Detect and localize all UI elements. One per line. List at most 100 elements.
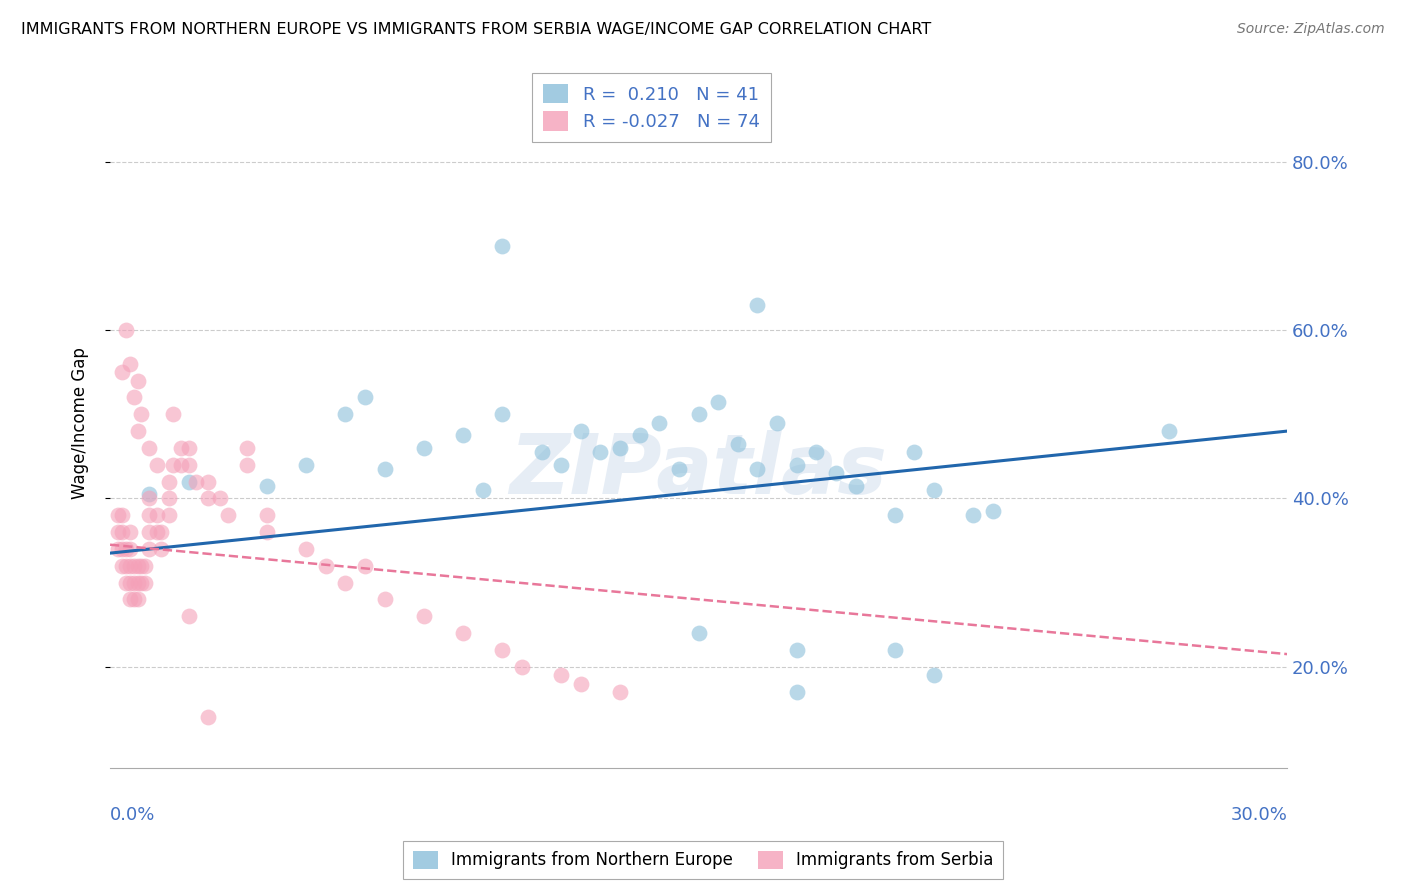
Point (186, 475, 208, 489)
Point (903, 445, 925, 459)
Point (131, 558, 153, 573)
Point (138, 441, 160, 455)
Point (589, 445, 612, 459)
Point (118, 558, 141, 573)
Point (111, 508, 134, 523)
Point (471, 483, 494, 497)
Point (844, 479, 866, 493)
Point (118, 541, 141, 556)
Point (138, 491, 160, 506)
Point (786, 643, 808, 657)
Point (122, 592, 145, 607)
Point (335, 407, 357, 421)
Point (131, 575, 153, 590)
Point (111, 558, 134, 573)
Legend: R =  0.210   N = 41, R = -0.027   N = 74: R = 0.210 N = 41, R = -0.027 N = 74 (533, 73, 770, 142)
Point (150, 541, 173, 556)
Point (256, 525, 278, 540)
Point (118, 592, 141, 607)
Text: IMMIGRANTS FROM NORTHERN EUROPE VS IMMIGRANTS FROM SERBIA WAGE/INCOME GAP CORREL: IMMIGRANTS FROM NORTHERN EUROPE VS IMMIG… (21, 22, 931, 37)
Point (688, 407, 710, 421)
Point (530, 445, 553, 459)
Point (107, 541, 129, 556)
Point (162, 458, 184, 472)
Point (451, 428, 474, 442)
Point (111, 365, 134, 379)
Point (786, 685, 808, 699)
Point (256, 508, 278, 523)
Point (648, 416, 671, 430)
Point (315, 558, 337, 573)
Text: 0.0%: 0.0% (110, 805, 156, 823)
Point (374, 592, 396, 607)
Point (118, 575, 141, 590)
Point (236, 458, 259, 472)
Point (825, 466, 848, 480)
Point (688, 626, 710, 640)
Point (177, 458, 200, 472)
Point (197, 491, 219, 506)
Point (491, 239, 513, 253)
Point (981, 504, 1004, 518)
Point (962, 508, 984, 523)
Point (146, 525, 169, 540)
Point (114, 575, 136, 590)
Point (883, 643, 905, 657)
Point (335, 575, 357, 590)
Point (177, 441, 200, 455)
Point (295, 541, 318, 556)
Point (146, 458, 169, 472)
Point (122, 575, 145, 590)
Point (491, 407, 513, 421)
Point (569, 676, 592, 690)
Point (510, 659, 533, 673)
Point (668, 462, 690, 476)
Point (295, 458, 318, 472)
Point (157, 508, 180, 523)
Point (134, 558, 156, 573)
Point (354, 558, 377, 573)
Point (138, 487, 160, 501)
Point (208, 491, 231, 506)
Point (177, 475, 200, 489)
Point (107, 525, 129, 540)
Y-axis label: Wage/Income Gap: Wage/Income Gap (72, 347, 89, 499)
Point (134, 575, 156, 590)
Point (197, 475, 219, 489)
Point (883, 508, 905, 523)
Point (127, 558, 149, 573)
Point (256, 479, 278, 493)
Point (111, 525, 134, 540)
Point (127, 592, 149, 607)
Point (413, 441, 436, 455)
Point (131, 407, 153, 421)
Point (118, 357, 141, 371)
Point (138, 508, 160, 523)
Point (177, 609, 200, 624)
Point (146, 508, 169, 523)
Point (138, 525, 160, 540)
Text: ZIPatlas: ZIPatlas (509, 431, 887, 511)
Point (1159, 424, 1181, 438)
Text: 30.0%: 30.0% (1230, 805, 1286, 823)
Point (114, 558, 136, 573)
Point (451, 626, 474, 640)
Point (150, 525, 173, 540)
Text: Source: ZipAtlas.com: Source: ZipAtlas.com (1237, 22, 1385, 37)
Point (922, 668, 945, 682)
Point (162, 407, 184, 421)
Point (127, 575, 149, 590)
Point (157, 491, 180, 506)
Point (569, 424, 592, 438)
Point (806, 445, 828, 459)
Point (628, 428, 651, 442)
Point (122, 391, 145, 405)
Point (766, 416, 789, 430)
Point (786, 458, 808, 472)
Point (747, 298, 769, 312)
Point (747, 462, 769, 476)
Point (107, 508, 129, 523)
Point (114, 541, 136, 556)
Point (374, 462, 396, 476)
Point (491, 643, 513, 657)
